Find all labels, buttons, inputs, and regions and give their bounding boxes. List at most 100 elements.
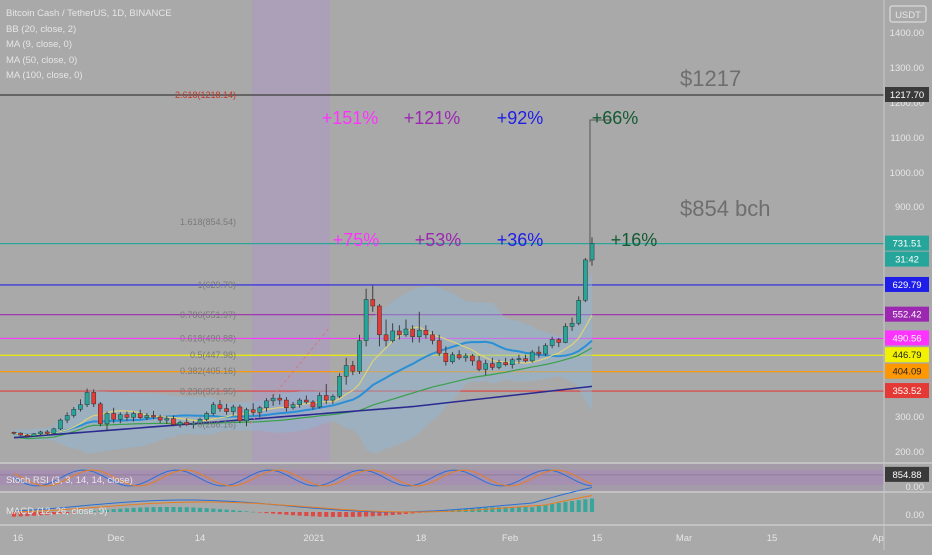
macd-histogram-bar [171,507,176,512]
candle-body [230,406,236,412]
stoch-rsi-label: Stoch RSI (3, 3, 14, 14, close) [6,475,133,486]
macd-histogram-bar [583,499,588,512]
candle-body [204,413,209,420]
macd-histogram-bar [164,507,169,512]
price-level-badge-text: 854.88 [892,470,921,481]
candle-body [31,433,37,437]
macd-histogram-bar [78,512,83,513]
candle-body [71,409,77,416]
candle-body [450,354,455,362]
macd-histogram-bar [490,507,495,512]
candle-body [443,352,449,362]
macd-histogram-bar [138,507,143,512]
candle-body [237,406,243,422]
candle-body [78,404,83,410]
macd-histogram-bar [350,512,355,517]
candle-body [64,415,70,421]
candle-body [91,392,97,405]
candle-body [317,395,322,408]
candle-body [323,395,329,401]
macd-histogram-bar [158,507,163,512]
fib-level-label: 2.618(1218.14) [175,90,236,100]
candle-body [191,422,196,425]
fib-level-label: 0.618(490.88) [180,333,236,343]
currency-badge-text: USDT [895,10,921,21]
candle-body [516,358,522,361]
ma50-indicator-label[interactable]: MA (50, close, 0) [6,54,78,66]
price-level-badge-text: 1217.70 [890,90,924,101]
gain-annotation-lower: +75% [333,230,380,250]
bb-indicator-label[interactable]: BB (20, close, 2) [6,23,77,35]
macd-label: MACD (12, 26, close, 9) [6,506,107,517]
highlight-zone [252,0,330,462]
candle-body [264,400,269,409]
candle-body [576,299,582,324]
candle-body [543,345,548,355]
macd-histogram-bar [91,510,96,512]
fib-level-label: 0.786(551.97) [180,310,236,320]
candle-body [470,355,475,362]
macd-histogram-bar [271,512,276,514]
ma100-line [13,385,593,439]
gain-annotation-upper: +92% [497,108,544,128]
price-level-badge [885,276,929,292]
macd-histogram-bar [290,512,296,516]
candle-body [523,358,528,362]
macd-signal-line [13,495,593,513]
candle-body [11,432,17,434]
macd-histogram-bar [25,512,30,517]
price-level-badge [885,383,929,399]
candle-body [58,419,63,430]
macd-histogram-bar [237,510,242,512]
macd-histogram-bar [310,512,316,517]
y-tick-label: 1100.00 [890,133,924,144]
bollinger-band-cloud [14,269,592,454]
candle-body [38,431,43,435]
ma9-indicator-label[interactable]: MA (9, close, 0) [6,39,72,50]
macd-histogram-bar [397,512,402,515]
price-level-badge-text: 629.79 [892,280,921,291]
macd-histogram-bar [251,511,256,513]
macd-histogram-bar [191,507,196,512]
countdown-badge-text: 31:42 [895,255,919,266]
candle-body [84,392,90,405]
gain-annotation-upper: +151% [322,108,379,128]
macd-histogram-bar [211,508,216,512]
ma100-indicator-label[interactable]: MA (100, close, 0) [6,70,83,81]
candle-body [403,328,409,336]
macd-histogram-bar [403,512,409,514]
gain-annotation-lower: +16% [611,230,658,250]
macd-histogram-bar [364,512,369,517]
fib-level-label: 0.382(405.16) [180,366,236,376]
candle-body [244,409,249,422]
candle-body [137,413,143,418]
macd-histogram-bar [231,510,236,512]
macd-histogram-bar [118,508,123,512]
stoch-d-line [13,469,593,487]
macd-histogram-bar [124,508,130,512]
macd-histogram-bar [31,512,36,516]
candle-body [496,362,502,368]
symbol-title[interactable]: Bitcoin Cash / TetherUS, 1D, BINANCE [6,8,172,19]
price-level-badge-text: 404.09 [892,367,921,378]
macd-histogram-bar [589,498,595,512]
macd-histogram-bar [184,507,189,512]
target-854-label: $854 bch [680,196,771,221]
macd-histogram-bar [503,507,508,512]
macd-histogram-bar [217,509,223,512]
candle-body [297,399,302,405]
gain-annotation-upper: +66% [592,108,639,128]
candle-body [476,360,482,370]
candle-body [569,323,575,327]
macd-histogram-bar [556,502,561,512]
candle-body [556,339,562,343]
stoch-k-line [13,469,593,487]
macd-histogram-bar [324,512,329,517]
candle-body [363,299,369,341]
candle-body [529,351,535,362]
countdown-badge [885,251,929,267]
fib-level-label: 0.236(351.95) [180,387,236,397]
candle-body [171,418,176,425]
